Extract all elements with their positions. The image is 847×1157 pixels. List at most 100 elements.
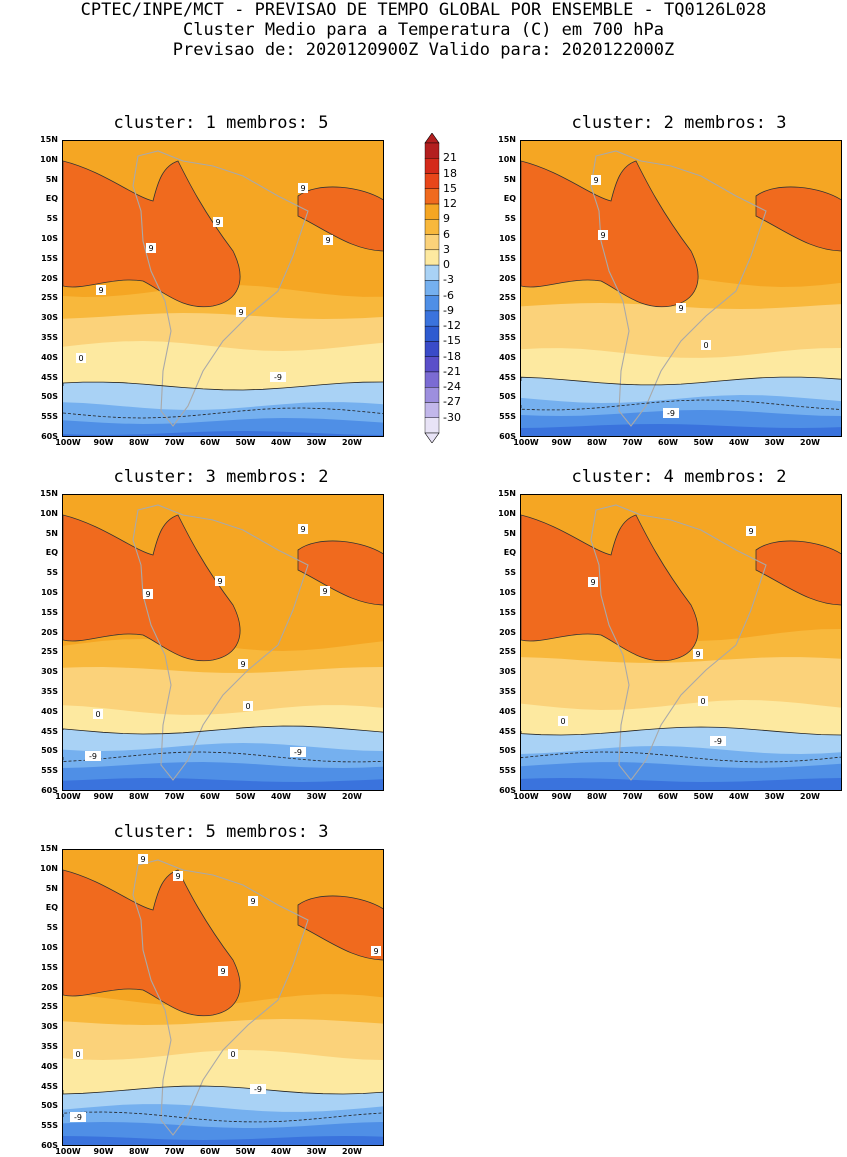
warm-region [63, 514, 241, 662]
map-panel-cluster-4: 9 9 9 0 0 -9 [520, 494, 842, 791]
colorbar-label: -6 [443, 288, 454, 302]
y-tick-label: 10N [498, 508, 516, 518]
colorbar-swatch [424, 356, 440, 373]
contour-label-box [746, 526, 756, 536]
colorbar-label: 9 [443, 212, 450, 226]
contour-label: 0 [230, 1050, 235, 1059]
colorbar-label: 18 [443, 166, 457, 180]
y-tick-label: 60S [41, 786, 58, 795]
y-tick-label: 15N [498, 135, 516, 144]
y-tick-label: 35S [41, 687, 58, 696]
x-tick-label: 90W [551, 438, 572, 447]
contour-label: 9 [238, 308, 243, 317]
contour-label: -9 [254, 1085, 262, 1094]
contour-label: 9 [593, 176, 598, 185]
contour-label: 9 [300, 184, 305, 193]
y-tick-label: EQ [503, 194, 516, 204]
x-tick-label: 70W [164, 1147, 185, 1156]
y-tick-label: 30S [499, 667, 516, 677]
y-tick-label: 10N [40, 863, 58, 873]
contour-label-box [558, 716, 568, 726]
y-tick-label: 40S [499, 706, 516, 716]
x-tick-label: 80W [129, 792, 149, 801]
warm-region [297, 540, 383, 606]
colorbar-swatch [424, 158, 440, 174]
colorbar-swatch [424, 142, 440, 159]
contour-label-box [591, 175, 601, 185]
y-tick-label: 50S [499, 392, 516, 402]
contour-label: 9 [678, 304, 683, 313]
temperature-band [63, 418, 383, 436]
colorbar-swatch [424, 173, 440, 189]
y-tick-label: 5S [504, 214, 516, 224]
warm-region [63, 869, 241, 1017]
y-tick-label: EQ [503, 548, 516, 558]
contour-zero [521, 376, 841, 386]
colorbar-label: -21 [443, 364, 461, 378]
x-tick-label: 70W [622, 792, 643, 801]
y-tick-label: 45S [499, 726, 516, 736]
x-tick-label: 60W [200, 1147, 220, 1156]
contour-label-box [146, 243, 156, 253]
y-tick-label: 55S [41, 766, 58, 776]
x-tick-label: 100W [55, 438, 81, 447]
y-tick-label: 15S [41, 962, 58, 972]
contour-zero [63, 381, 383, 391]
y-tick-label: 15N [40, 844, 58, 853]
header-line-2: Cluster Medio para a Temperatura (C) em … [182, 20, 665, 40]
y-tick-label: 40S [41, 706, 58, 716]
y-tick-label: 10S [499, 588, 516, 597]
contour-label: -9 [667, 409, 675, 418]
y-tick-label: 40S [41, 352, 58, 362]
warm-region [755, 186, 841, 252]
contour-label-box [85, 751, 101, 761]
contour-zero [63, 1085, 383, 1095]
map-field-5: 9 9 9 9 9 0 0 -9 -9 [63, 850, 383, 1145]
colorbar-swatch [424, 219, 440, 235]
temperature-band [63, 1136, 383, 1145]
x-tick-label: 60W [200, 438, 220, 447]
y-tick-label: 5S [46, 923, 58, 933]
x-tick-label: 30W [306, 438, 327, 447]
y-tick-label: 5N [503, 528, 516, 538]
panel-5-title: cluster: 5 membros: 3 [113, 822, 329, 842]
y-tick-label: 10S [41, 234, 58, 243]
colorbar-label: 12 [443, 197, 457, 211]
y-tick-label: 10S [41, 943, 58, 952]
x-tick-label: 40W [271, 1147, 291, 1156]
contour-label-box [270, 372, 286, 382]
y-tick-label: 50S [41, 392, 58, 402]
colorbar-swatch [424, 188, 440, 205]
colorbar-swatch [424, 402, 440, 418]
colorbar-swatch [424, 280, 440, 296]
x-tick-label: 50W [693, 792, 714, 801]
x-tick-label: 40W [729, 438, 749, 447]
colorbar-label: -18 [443, 349, 461, 363]
header-line-1: CPTEC/INPE/MCT - PREVISAO DE TEMPO GLOBA… [80, 0, 767, 20]
contour-label-box [698, 696, 708, 706]
contour-label-box [143, 589, 153, 599]
continent-outline [132, 150, 309, 427]
contour-label: 9 [695, 650, 700, 659]
x-tick-label: 50W [235, 438, 256, 447]
contour-label: 9 [98, 286, 103, 295]
x-tick-label: 80W [129, 1147, 149, 1156]
contour-label: -9 [274, 373, 282, 382]
contour-label-box [323, 235, 333, 245]
colorbar-swatch [424, 371, 440, 388]
contour-label-box [138, 854, 148, 864]
contour-minus-9 [521, 751, 841, 763]
continent-outline [590, 150, 767, 427]
x-tick-label: 50W [235, 792, 256, 801]
y-tick-label: 5N [503, 174, 516, 184]
x-tick-label: 80W [587, 438, 607, 447]
contour-minus-9 [63, 1111, 383, 1123]
contour-label-box [218, 966, 228, 976]
contour-label: 9 [300, 525, 305, 534]
colorbar-label: 15 [443, 181, 457, 195]
map-panel-cluster-2: 9 9 9 0 -9 [520, 140, 842, 437]
contour-label: 9 [215, 218, 220, 227]
contour-label: 0 [78, 354, 83, 363]
y-tick-label: 25S [499, 647, 516, 657]
contour-label-box [298, 524, 308, 534]
